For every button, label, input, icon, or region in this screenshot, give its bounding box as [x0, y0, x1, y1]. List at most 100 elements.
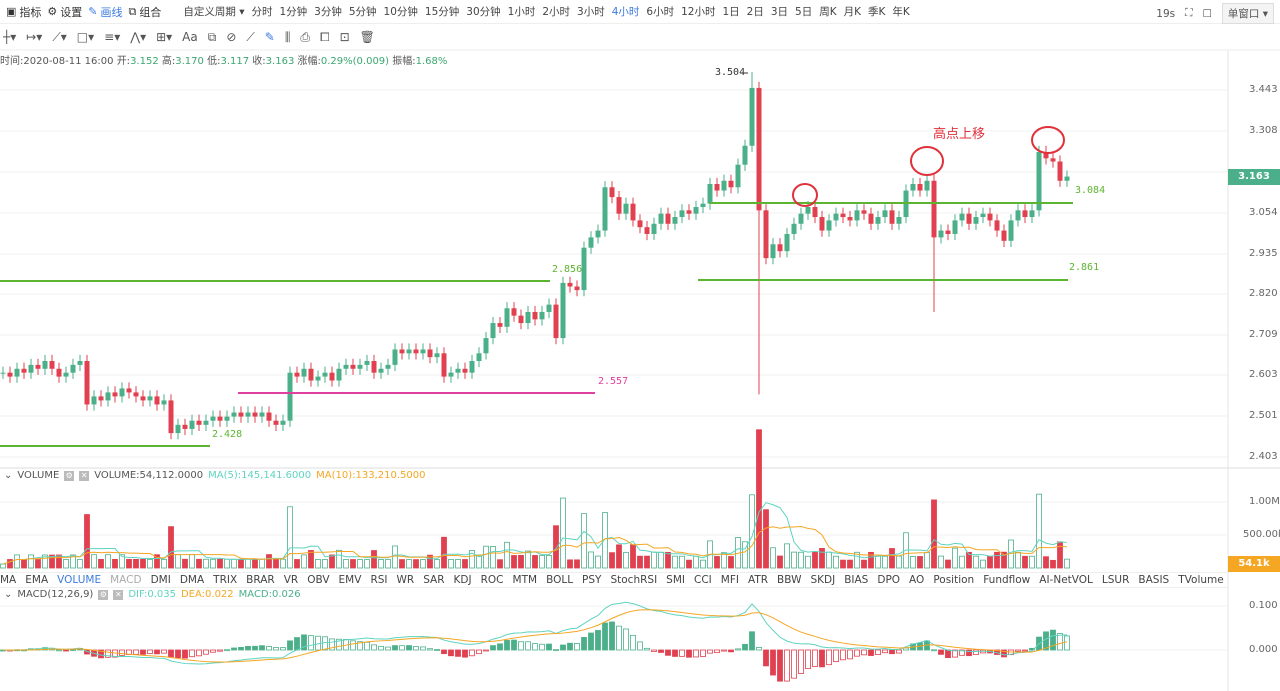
draw-tool-icon[interactable]: ⧉: [207, 29, 217, 44]
period-3日[interactable]: 3日: [770, 6, 789, 18]
indicators-button[interactable]: ▣ 指标: [6, 5, 42, 19]
draw-tool-icon[interactable]: ⊘: [226, 30, 237, 44]
volume-bar: [329, 554, 335, 569]
period-季K[interactable]: 季K: [868, 6, 886, 18]
window-mode-dropdown[interactable]: 单窗口 ▾: [1221, 3, 1274, 24]
tab-dpo[interactable]: DPO: [877, 574, 901, 586]
period-周K[interactable]: 周K: [819, 6, 837, 18]
tab-boll[interactable]: BOLL: [546, 574, 574, 586]
fullscreen-icon[interactable]: ⛶: [1185, 7, 1193, 19]
candle: [175, 424, 181, 434]
period-selector: 自定义周期 ▾ 分时 1分钟 3分钟 5分钟 10分钟 15分钟 30分钟 1小时 2小时 3小时…: [183, 4, 909, 19]
tab-bias[interactable]: BIAS: [844, 574, 869, 586]
volume-settings-icon[interactable]: ⚙: [64, 470, 75, 481]
period-3小时[interactable]: 3小时: [577, 6, 605, 18]
draw-tool-icon[interactable]: ✎: [264, 30, 275, 44]
period-4小时[interactable]: 4小时: [611, 6, 640, 18]
macd-close-icon[interactable]: ✕: [113, 589, 124, 600]
tab-emv[interactable]: EMV: [338, 574, 362, 586]
collapse-icon[interactable]: ⌄: [4, 470, 13, 481]
tab-dma[interactable]: DMA: [179, 574, 205, 586]
combine-button[interactable]: ⧉ 组合: [128, 4, 162, 19]
tab-cci[interactable]: CCI: [694, 574, 712, 586]
volume-bar: [14, 554, 20, 569]
candle: [777, 244, 783, 252]
tab-obv[interactable]: OBV: [307, 574, 330, 586]
draw-tool-icon[interactable]: ⧠: [319, 29, 330, 44]
tab-dmi[interactable]: DMI: [150, 574, 171, 586]
tab-roc[interactable]: ROC: [480, 574, 504, 586]
tab-mtm[interactable]: MTM: [512, 574, 538, 586]
tab-psy[interactable]: PSY: [582, 574, 602, 586]
macd-settings-icon[interactable]: ⚙: [98, 589, 109, 600]
macd-histogram-bar: [294, 637, 300, 651]
period-1小时[interactable]: 1小时: [507, 6, 536, 18]
tab-ma[interactable]: MA: [0, 574, 17, 586]
draw-button[interactable]: ✎ 画线: [88, 5, 123, 19]
tab-macd[interactable]: MACD: [110, 574, 142, 586]
tab-atr[interactable]: ATR: [747, 574, 769, 586]
tab-position[interactable]: Position: [933, 574, 975, 586]
period-2日[interactable]: 2日: [746, 6, 764, 18]
tab-volume[interactable]: VOLUME: [57, 574, 102, 586]
draw-tool-icon[interactable]: ⊡: [339, 30, 350, 44]
period-12小时[interactable]: 12小时: [681, 6, 716, 18]
period-年K[interactable]: 年K: [892, 6, 910, 18]
tab-trix[interactable]: TRIX: [213, 574, 238, 586]
macd-histogram-bar: [259, 645, 265, 651]
period-1日[interactable]: 1日: [722, 6, 740, 18]
period-6小时[interactable]: 6小时: [646, 6, 675, 18]
tab-basis[interactable]: BASIS: [1138, 574, 1170, 586]
tab-mfi[interactable]: MFI: [720, 574, 739, 586]
period-10分钟[interactable]: 10分钟: [383, 6, 418, 18]
draw-tool-icon[interactable]: ⎙: [300, 29, 310, 44]
tab-tvolume[interactable]: TVolume: [1178, 574, 1224, 586]
period-1分钟[interactable]: 1分钟: [279, 6, 308, 18]
candle: [616, 197, 622, 214]
gear-icon: ⚙: [47, 5, 58, 18]
tab-kdj[interactable]: KDJ: [453, 574, 472, 586]
tab-stochrsi[interactable]: StochRSI: [610, 574, 658, 586]
tab-rsi[interactable]: RSI: [370, 574, 388, 586]
settings-button[interactable]: ⚙ 设置: [47, 5, 83, 19]
draw-tool-icon[interactable]: 🗑: [359, 30, 375, 44]
tab-ema[interactable]: EMA: [25, 574, 49, 586]
draw-tool-icon[interactable]: ⟋▾: [52, 29, 67, 44]
candle: [441, 353, 447, 377]
period-5日[interactable]: 5日: [795, 6, 813, 18]
volume-bar: [826, 551, 832, 569]
period-30分钟[interactable]: 30分钟: [466, 6, 501, 18]
tab-skdj[interactable]: SKDJ: [810, 574, 836, 586]
draw-tool-icon[interactable]: □▾: [76, 30, 95, 44]
draw-tool-icon[interactable]: ┼▾: [3, 30, 17, 44]
tab-ao[interactable]: AO: [909, 574, 925, 586]
tab-fundflow[interactable]: Fundflow: [983, 574, 1031, 586]
tab-bbw[interactable]: BBW: [777, 574, 802, 586]
tab-smi[interactable]: SMI: [666, 574, 685, 586]
draw-tool-icon[interactable]: Aa: [182, 30, 198, 44]
tab-sar[interactable]: SAR: [423, 574, 445, 586]
period-月K[interactable]: 月K: [843, 6, 861, 18]
collapse-icon[interactable]: ⌄: [4, 589, 13, 600]
window-icon[interactable]: ☐: [1202, 7, 1212, 20]
period-3分钟[interactable]: 3分钟: [314, 6, 342, 18]
draw-tool-icon[interactable]: ≡▾: [104, 30, 121, 44]
tab-lsur[interactable]: LSUR: [1101, 574, 1130, 586]
draw-tool-icon[interactable]: ↦▾: [26, 30, 43, 44]
period-分时[interactable]: 分时: [251, 6, 273, 18]
period-2小时[interactable]: 2小时: [542, 6, 571, 18]
tab-brar[interactable]: BRAR: [246, 574, 275, 586]
draw-tool-icon[interactable]: ⫼: [284, 29, 291, 44]
custom-period-dropdown[interactable]: 自定义周期 ▾: [183, 6, 245, 18]
macd-histogram-bar: [532, 643, 538, 651]
volume-close-icon[interactable]: ✕: [79, 470, 90, 481]
tab-ai-netvol[interactable]: AI-NetVOL: [1039, 574, 1093, 586]
tab-wr[interactable]: WR: [396, 574, 415, 586]
draw-tool-icon[interactable]: ⟋: [246, 29, 255, 44]
tab-vr[interactable]: VR: [283, 574, 299, 586]
draw-tool-icon[interactable]: ⋀▾: [130, 30, 147, 44]
draw-tool-icon[interactable]: ⊞▾: [156, 30, 173, 44]
period-15分钟[interactable]: 15分钟: [424, 6, 460, 18]
period-5分钟[interactable]: 5分钟: [348, 6, 377, 18]
